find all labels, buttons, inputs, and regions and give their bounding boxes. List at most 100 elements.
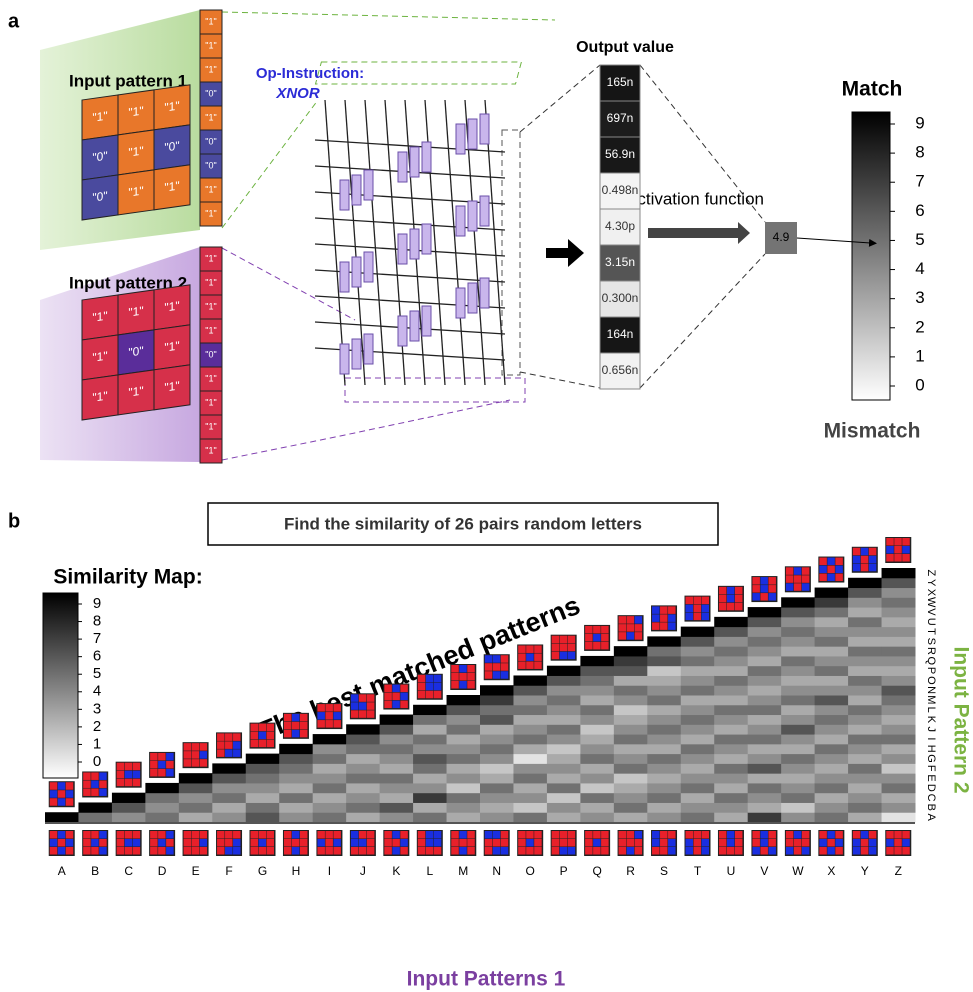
pattern-cell: [392, 847, 400, 855]
pattern-cell: [752, 585, 760, 593]
heatmap-cell: [614, 773, 648, 783]
pattern-cell: [400, 847, 408, 855]
heatmap-cell: [748, 646, 782, 656]
heatmap-cell: [547, 744, 581, 754]
heatmap-cell: [480, 685, 514, 695]
heatmap-cell: [346, 754, 380, 764]
pattern-cell: [359, 702, 367, 710]
pattern-cell: [819, 847, 827, 855]
pattern-cell: [150, 839, 158, 847]
heatmap-cell: [748, 724, 782, 734]
letter-pattern: [584, 625, 610, 651]
heatmap-cell: [547, 666, 581, 676]
pattern-cell: [861, 831, 869, 839]
heatmap-cell: [212, 773, 246, 783]
guide: [222, 100, 318, 228]
pattern-cell: [485, 831, 493, 839]
heatmap-cell: [112, 802, 146, 812]
pattern-cell: [560, 644, 568, 652]
pattern-cell: [652, 614, 660, 622]
pattern-cell: [601, 634, 609, 642]
pattern-cell: [869, 548, 877, 556]
y-tick-label: C: [925, 794, 937, 802]
cell-device: [468, 119, 477, 149]
heatmap-cell: [781, 705, 815, 715]
pattern-cell: [827, 847, 835, 855]
heatmap-cell: [882, 754, 916, 764]
pattern-cell: [351, 710, 359, 718]
pattern-cell: [619, 624, 627, 632]
y-tick-label: K: [925, 716, 937, 724]
heatmap-cell: [714, 685, 748, 695]
heatmap-cell: [882, 627, 916, 637]
x-tick-label: Y: [861, 864, 869, 878]
colorbar-bottom: Mismatch: [824, 420, 921, 443]
pattern-cell: [426, 683, 434, 691]
pattern-cell: [251, 831, 259, 839]
pattern-cell: [367, 831, 375, 839]
pattern-cell: [50, 790, 58, 798]
pattern-grid: "1""1""1""1""0""1""1""1""1": [82, 285, 190, 420]
heatmap-cell: [580, 695, 614, 705]
heatmap-cell: [882, 588, 916, 598]
pattern-cell: [719, 587, 727, 595]
pattern-cell: [727, 603, 735, 611]
pattern-cell: [768, 831, 776, 839]
letter-pattern: [651, 605, 677, 631]
pattern-cell: [300, 722, 308, 730]
pattern-cell-label: "1": [164, 99, 179, 115]
heatmap-cell: [714, 783, 748, 793]
heatmap-cell: [212, 763, 246, 773]
pattern-cell: [660, 606, 668, 614]
pattern-cell: [686, 847, 694, 855]
pattern-cell: [835, 574, 843, 582]
pattern-cell: [451, 839, 459, 847]
pattern-cell: [325, 831, 333, 839]
pattern-cell: [58, 790, 66, 798]
pattern-cell: [627, 632, 635, 640]
letter-pattern: [517, 644, 543, 670]
heatmap-cell: [681, 802, 715, 812]
heatmap-cell: [815, 763, 849, 773]
vector-cell-label: "1": [205, 16, 216, 26]
tick-label: 1: [915, 346, 924, 365]
pattern-cell: [192, 759, 200, 767]
banner-text: Find the similarity of 26 pairs random l…: [284, 514, 642, 533]
pattern-cell: [619, 831, 627, 839]
letter-pattern: [82, 830, 108, 856]
pattern-cell: [702, 847, 710, 855]
letter-pattern: [216, 732, 242, 758]
op-instruction: Op-Instruction:: [256, 65, 364, 82]
pattern-cell: [392, 685, 400, 693]
op-name: XNOR: [275, 85, 320, 102]
heatmap-cell: [781, 734, 815, 744]
pattern-cell: [735, 847, 743, 855]
heatmap-cell: [848, 607, 882, 617]
heatmap-cell: [580, 802, 614, 812]
y-tick-label: Q: [925, 657, 937, 666]
pattern-cell-label: "1": [128, 104, 143, 120]
pattern-cell: [760, 847, 768, 855]
pattern-cell: [894, 554, 902, 562]
heatmap-cell: [647, 675, 681, 685]
pattern-cell: [768, 577, 776, 585]
heatmap-cell: [714, 763, 748, 773]
letter-pattern: [450, 830, 476, 856]
tick-label: 3: [93, 700, 101, 717]
output-value: 3.15n: [605, 255, 635, 269]
pattern-cell: [91, 839, 99, 847]
heatmap-cell: [580, 734, 614, 744]
pattern-cell: [325, 704, 333, 712]
cell-device: [364, 252, 373, 282]
heatmap-cell: [179, 812, 213, 822]
pattern-cell: [819, 558, 827, 566]
pattern-cell: [459, 839, 467, 847]
pattern-cell: [459, 665, 467, 673]
pattern-cell: [158, 761, 166, 769]
heatmap-cell: [145, 802, 179, 812]
pattern-cell: [593, 831, 601, 839]
pattern-cell: [786, 575, 794, 583]
pattern-cell: [560, 847, 568, 855]
pattern-cell: [434, 675, 442, 683]
heatmap-cell: [681, 793, 715, 803]
